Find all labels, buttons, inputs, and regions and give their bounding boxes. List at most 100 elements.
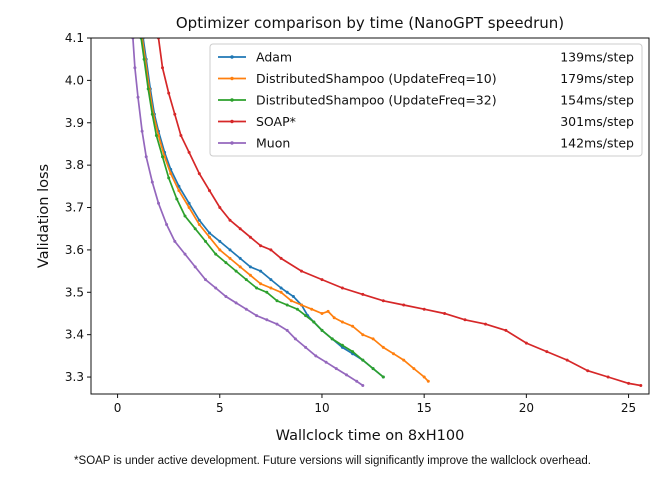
series-4-point-9 [183, 252, 187, 256]
series-2-point-22 [320, 328, 324, 332]
series-2-point-26 [361, 358, 365, 362]
series-4-point-13 [224, 295, 228, 298]
series-0-point-11 [218, 239, 222, 243]
series-1-point-27 [371, 337, 375, 341]
series-1-point-19 [300, 303, 303, 307]
x-tick-label-2: 10 [314, 401, 329, 415]
x-tick-label-4: 20 [519, 401, 534, 415]
series-4-point-2 [136, 95, 140, 99]
y-tick-label-7: 4.0 [65, 73, 84, 87]
series-1-point-14 [248, 273, 252, 277]
series-2-point-2 [146, 87, 150, 91]
series-3-point-19 [381, 299, 385, 303]
series-4-point-21 [304, 345, 308, 349]
series-3-point-22 [443, 312, 447, 315]
legend-label-1: DistributedShampoo (UpdateFreq=10) [256, 71, 497, 86]
series-4-point-12 [214, 286, 218, 290]
legend-box [209, 43, 643, 157]
x-tick-label-1: 5 [216, 401, 224, 415]
series-3-point-30 [606, 375, 610, 379]
series-3-point-16 [320, 278, 324, 282]
legend-swatch-marker-1 [230, 76, 234, 81]
series-4-point-15 [244, 307, 248, 311]
series-2-point-9 [193, 227, 197, 231]
series-4-point-4 [144, 155, 148, 159]
x-tick-label-3: 15 [417, 401, 432, 415]
series-3-point-7 [208, 189, 211, 193]
series-4-point-7 [165, 223, 169, 226]
series-3-point-25 [504, 328, 508, 332]
series-0-point-10 [208, 231, 211, 235]
legend-swatch-marker-4 [230, 141, 234, 145]
series-3-point-5 [187, 150, 191, 154]
series-line-1 [141, 38, 429, 382]
series-2-point-10 [204, 239, 207, 243]
series-1-point-28 [381, 345, 385, 349]
series-3-point-24 [484, 322, 487, 326]
series-0-point-13 [238, 256, 242, 260]
y-tick-label-5: 3.8 [65, 158, 84, 172]
series-0-point-9 [197, 218, 201, 222]
series-0-point-8 [187, 201, 191, 205]
series-1-point-26 [361, 333, 365, 337]
legend-rate-0: 139ms/step [560, 50, 634, 65]
y-tick-label-0: 3.3 [65, 370, 84, 384]
legend-swatch-marker-3 [230, 119, 234, 124]
series-0-point-7 [177, 184, 181, 188]
series-1-point-25 [351, 324, 355, 328]
series-4-point-25 [345, 373, 348, 377]
series-4-point-11 [204, 278, 207, 282]
series-3-point-1 [161, 66, 164, 70]
series-4-point-10 [193, 265, 197, 269]
series-3-point-3 [173, 112, 177, 116]
legend-rate-2: 154ms/step [560, 93, 634, 108]
series-1-point-20 [310, 307, 314, 311]
footnote: *SOAP is under active development. Futur… [74, 455, 591, 467]
series-2-point-4 [154, 134, 158, 137]
series-2-point-6 [167, 176, 171, 180]
series-3-point-4 [179, 134, 183, 137]
series-1-point-22 [326, 309, 330, 313]
series-2-point-23 [330, 337, 334, 341]
series-2-point-8 [183, 214, 187, 218]
series-3-point-28 [565, 358, 569, 362]
legend-rate-4: 142ms/step [560, 136, 634, 151]
series-4-point-14 [234, 301, 238, 305]
series-1-point-33 [426, 379, 430, 383]
series-1-point-32 [422, 375, 426, 379]
series-3-point-2 [167, 91, 171, 95]
series-1-point-21 [320, 312, 324, 315]
series-1-point-15 [259, 282, 263, 286]
series-1-point-11 [218, 248, 222, 252]
series-1-point-4 [157, 134, 160, 137]
series-2-point-15 [255, 286, 259, 290]
series-1-point-23 [332, 316, 336, 320]
series-1-point-17 [279, 290, 283, 294]
series-3-point-6 [197, 172, 201, 176]
series-1-point-13 [238, 265, 242, 269]
series-2-point-21 [312, 320, 316, 324]
series-4-point-16 [255, 314, 259, 318]
series-1-point-5 [163, 155, 167, 159]
series-3-point-32 [639, 384, 643, 387]
series-1-point-10 [208, 235, 211, 239]
series-1-point-24 [340, 320, 344, 324]
series-1-point-7 [177, 189, 181, 193]
series-2-point-28 [381, 375, 385, 379]
legend-rate-1: 179ms/step [560, 71, 634, 86]
series-4-point-26 [355, 379, 359, 383]
x-tick-label-5: 25 [621, 401, 636, 415]
x-tick-label-0: 0 [114, 401, 122, 415]
series-0-point-14 [248, 265, 252, 269]
series-3-point-29 [586, 369, 590, 373]
series-4-point-23 [324, 360, 328, 364]
series-3-point-27 [545, 350, 549, 354]
series-4-point-24 [334, 367, 338, 371]
series-3-point-21 [422, 307, 426, 311]
series-line-4 [132, 38, 364, 387]
series-1-point-9 [197, 223, 201, 226]
legend-swatch-marker-2 [230, 98, 234, 102]
series-1-point-8 [187, 206, 191, 209]
series-0-point-16 [269, 278, 273, 282]
series-2-point-19 [295, 307, 299, 311]
